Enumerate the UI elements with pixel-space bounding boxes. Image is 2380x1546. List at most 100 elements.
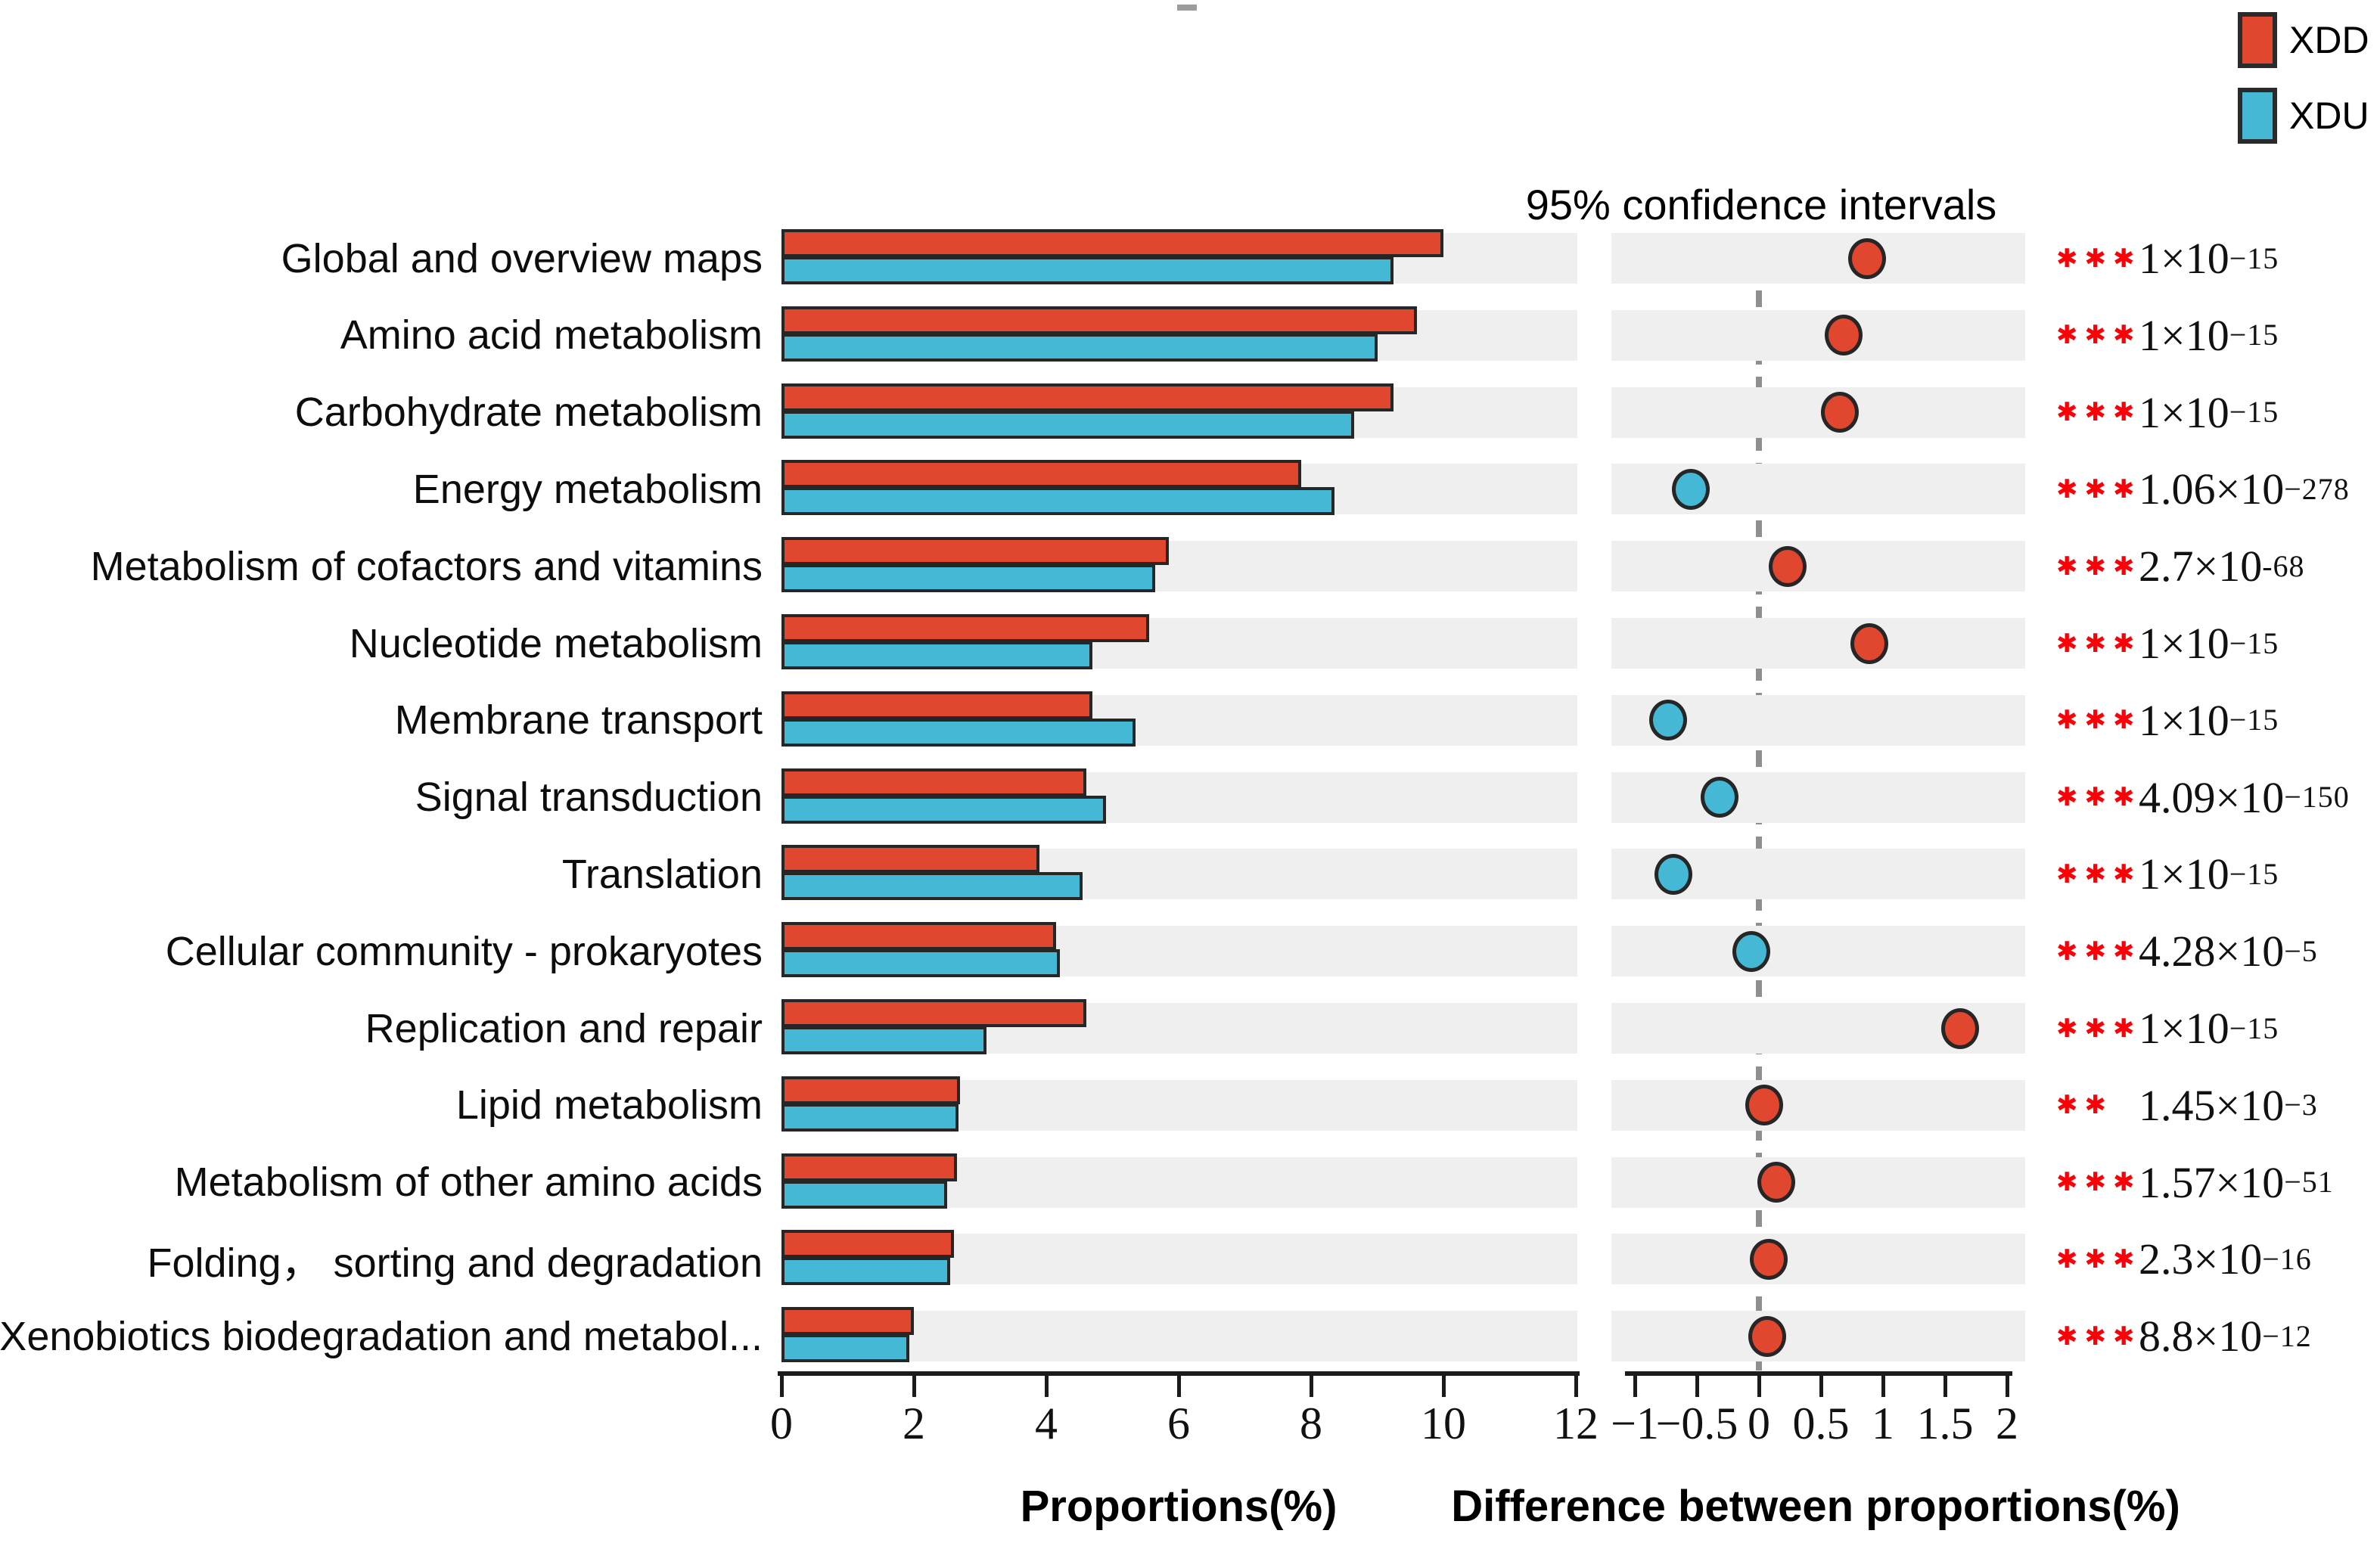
p-value: 1×10 −15 xyxy=(2139,695,2279,745)
bar-xdu xyxy=(781,1026,987,1054)
right-axis-tick-label: −1 xyxy=(1611,1399,1659,1448)
bar-xdu xyxy=(781,333,1378,362)
p-value: 8.8×10 −12 xyxy=(2139,1312,2312,1361)
difference-dot xyxy=(1824,315,1863,356)
significance-stars: ✱✱✱ xyxy=(2056,1243,2142,1274)
right-axis-tick xyxy=(1819,1371,1823,1397)
bar-xdu xyxy=(781,1334,909,1363)
p-value: 2.7×10 -68 xyxy=(2139,542,2305,591)
left-axis-tick-label: 0 xyxy=(770,1399,793,1448)
p-value: 1×10 −15 xyxy=(2139,234,2279,283)
row-stripe-right xyxy=(1611,541,2025,592)
significance-stars: ✱✱✱ xyxy=(2056,243,2142,274)
difference-dot xyxy=(1750,1238,1788,1280)
bar-xdd xyxy=(781,691,1093,719)
right-axis-line xyxy=(1625,1371,2012,1376)
difference-dot xyxy=(1768,545,1807,587)
bar-xdu xyxy=(781,1257,951,1286)
bar-xdu xyxy=(781,1103,959,1132)
bar-xdu xyxy=(781,564,1156,593)
bar-xdd xyxy=(781,1153,957,1181)
bar-xdu xyxy=(781,410,1354,439)
row-label: Global and overview maps xyxy=(281,235,763,281)
row-stripe-right xyxy=(1611,1079,2025,1131)
row-label: Membrane transport xyxy=(394,697,763,744)
row-stripe-right xyxy=(1611,1311,2025,1362)
row-label: Carbohydrate metabolism xyxy=(294,390,763,436)
difference-dot xyxy=(1654,853,1692,895)
row-stripe-right xyxy=(1611,309,2025,361)
bar-xdd xyxy=(781,537,1169,566)
significance-stars: ✱✱✱ xyxy=(2056,628,2142,659)
difference-dot xyxy=(1732,930,1771,972)
legend-swatch-xdu xyxy=(2238,88,2277,144)
significance-stars: ✱✱✱ xyxy=(2056,473,2142,504)
bar-xdd xyxy=(781,306,1417,334)
bar-xdd xyxy=(781,383,1394,411)
p-value: 2.3×10 −16 xyxy=(2139,1234,2312,1284)
p-value: 4.09×10 −150 xyxy=(2139,772,2350,822)
significance-stars: ✱✱✱ xyxy=(2056,705,2142,736)
difference-dot xyxy=(1757,1162,1795,1203)
significance-stars: ✱✱✱ xyxy=(2056,1013,2142,1044)
left-axis-tick xyxy=(780,1371,784,1397)
right-axis-tick xyxy=(1943,1371,1947,1397)
bar-xdd xyxy=(781,768,1086,796)
significance-stars: ✱✱✱ xyxy=(2056,551,2142,582)
difference-dot xyxy=(1671,468,1710,510)
right-axis-tick-label: 2 xyxy=(1996,1399,2018,1448)
legend-label-xdu: XDU xyxy=(2289,95,2369,137)
right-axis-tick xyxy=(1881,1371,1885,1397)
row-stripe-left xyxy=(781,1311,1577,1362)
left-axis-tick-label: 6 xyxy=(1167,1399,1190,1448)
left-axis-tick xyxy=(1310,1371,1313,1397)
row-label: Amino acid metabolism xyxy=(340,312,763,359)
row-stripe-right xyxy=(1611,771,2025,823)
significance-stars: ✱✱✱ xyxy=(2056,397,2142,428)
difference-dot xyxy=(1649,700,1688,741)
bar-xdu xyxy=(781,1180,947,1209)
significance-stars: ✱✱✱ xyxy=(2056,782,2142,813)
p-value: 1.06×10 −278 xyxy=(2139,464,2350,514)
significance-stars: ✱✱✱ xyxy=(2056,320,2142,351)
row-label: Signal transduction xyxy=(415,775,763,821)
p-value: 1.57×10 −51 xyxy=(2139,1157,2334,1207)
difference-dot xyxy=(1748,1315,1787,1357)
left-axis-tick-label: 10 xyxy=(1421,1399,1466,1448)
row-stripe-right xyxy=(1611,1234,2025,1285)
right-axis-tick-label: 0.5 xyxy=(1792,1399,1850,1448)
right-axis-tick-label: 0 xyxy=(1748,1399,1770,1448)
legend-swatch-xdd xyxy=(2238,12,2277,68)
p-value: 4.28×10 −5 xyxy=(2139,927,2318,976)
top-artifact-dash xyxy=(1177,5,1197,11)
right-axis-tick xyxy=(1695,1371,1699,1397)
row-label: Translation xyxy=(561,851,763,897)
bar-xdd xyxy=(781,845,1040,874)
row-stripe-right xyxy=(1611,386,2025,438)
row-stripe-right xyxy=(1611,618,2025,669)
left-axis-tick xyxy=(1442,1371,1446,1397)
confidence-intervals-title: 95% confidence intervals xyxy=(1525,181,1997,228)
bar-xdu xyxy=(781,641,1093,669)
p-value: 1.45×10 −3 xyxy=(2139,1080,2318,1130)
left-axis-tick-label: 4 xyxy=(1035,1399,1058,1448)
significance-stars: ✱✱✱ xyxy=(2056,1321,2142,1352)
difference-axis-title: Difference between proportions(%) xyxy=(1451,1482,2180,1531)
right-axis-tick xyxy=(1633,1371,1637,1397)
difference-dot xyxy=(1700,777,1738,818)
bar-xdd xyxy=(781,922,1057,951)
bar-xdu xyxy=(781,949,1060,978)
row-label: Folding， sorting and degradation xyxy=(147,1240,763,1287)
left-axis-tick-label: 12 xyxy=(1553,1399,1599,1448)
row-label: Metabolism of cofactors and vitamins xyxy=(90,543,763,589)
right-axis-tick-label: 1.5 xyxy=(1916,1399,1974,1448)
p-value: 1×10 −15 xyxy=(2139,849,2279,899)
significance-stars: ✱✱✱ xyxy=(2056,858,2142,889)
bar-xdd xyxy=(781,999,1086,1027)
right-axis-tick-label: −0.5 xyxy=(1655,1399,1738,1448)
significance-stars: ✱✱ xyxy=(2056,1090,2113,1121)
right-axis-tick xyxy=(1757,1371,1761,1397)
bar-xdu xyxy=(781,872,1083,901)
left-axis-tick-label: 8 xyxy=(1300,1399,1322,1448)
